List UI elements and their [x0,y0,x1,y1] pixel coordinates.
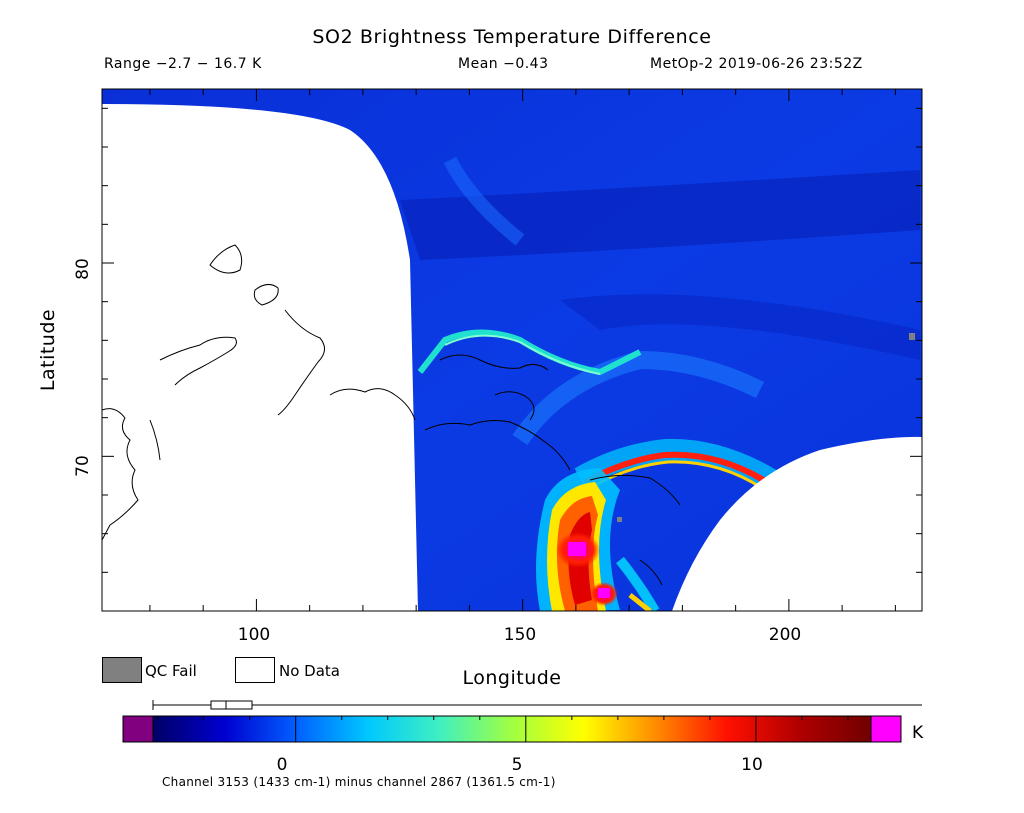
instrument-timestamp: MetOp-2 2019-06-26 23:52Z [650,56,863,72]
swirl-feature [512,350,765,446]
colorbar-tick-label: 0 [277,755,288,775]
colorbar-range-handle[interactable] [225,700,253,710]
qc-fail-pixel [909,333,915,340]
colorbar-unit: K [912,723,924,743]
no-data-region [672,436,922,611]
colorbar-range-handle[interactable] [210,700,227,710]
swirl-feature [443,156,525,246]
no-data-swatch [235,657,275,683]
streak-feature [444,334,601,375]
x-tick-label: 150 [504,625,536,645]
qc-fail-swatch [102,657,142,683]
qc-fail-pixel [617,517,622,522]
plume-arc [583,451,772,487]
y-tick-label: 70 [73,455,93,477]
colorbar-tick-label: 10 [741,755,763,775]
plume-core-peak [598,588,610,598]
dark-band [560,294,920,360]
x-tick-label: 200 [769,625,801,645]
plot-frame [101,88,923,612]
no-data-region [102,89,418,611]
chart-title: SO2 Brightness Temperature Difference [312,26,712,48]
streak-feature [417,329,642,376]
colorbar-tick-label: 5 [512,755,523,775]
qc-fail-label: QC Fail [145,662,197,680]
range-text: Range −2.7 − 16.7 K [104,56,262,72]
x-tick-label: 100 [238,625,270,645]
plume-core-peak [568,542,586,556]
colorbar-over [870,715,902,743]
y-tick-label: 80 [73,258,93,280]
mean-text: Mean −0.43 [458,56,549,72]
colorbar-under [122,715,154,743]
y-axis-label: Latitude [37,309,59,391]
plume-edge [628,593,652,611]
plume-arc [574,438,781,492]
coastlines [102,244,681,586]
axis-ticks [102,89,922,611]
x-axis-label: Longitude [463,667,562,689]
colorbar: 0 5 10 K [122,700,924,775]
plume-edge [616,556,660,611]
dark-band [400,170,920,260]
colorbar-body [152,715,872,743]
channel-caption: Channel 3153 (1433 cm-1) minus channel 2… [162,775,556,789]
colorbar-ticks [157,716,849,742]
no-data-label: No Data [279,662,340,680]
